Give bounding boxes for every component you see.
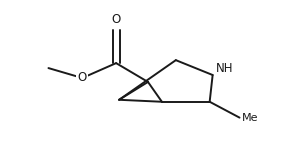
Text: O: O xyxy=(78,71,87,84)
Text: Me: Me xyxy=(241,113,258,123)
Text: NH: NH xyxy=(216,62,233,75)
Text: O: O xyxy=(112,13,121,26)
